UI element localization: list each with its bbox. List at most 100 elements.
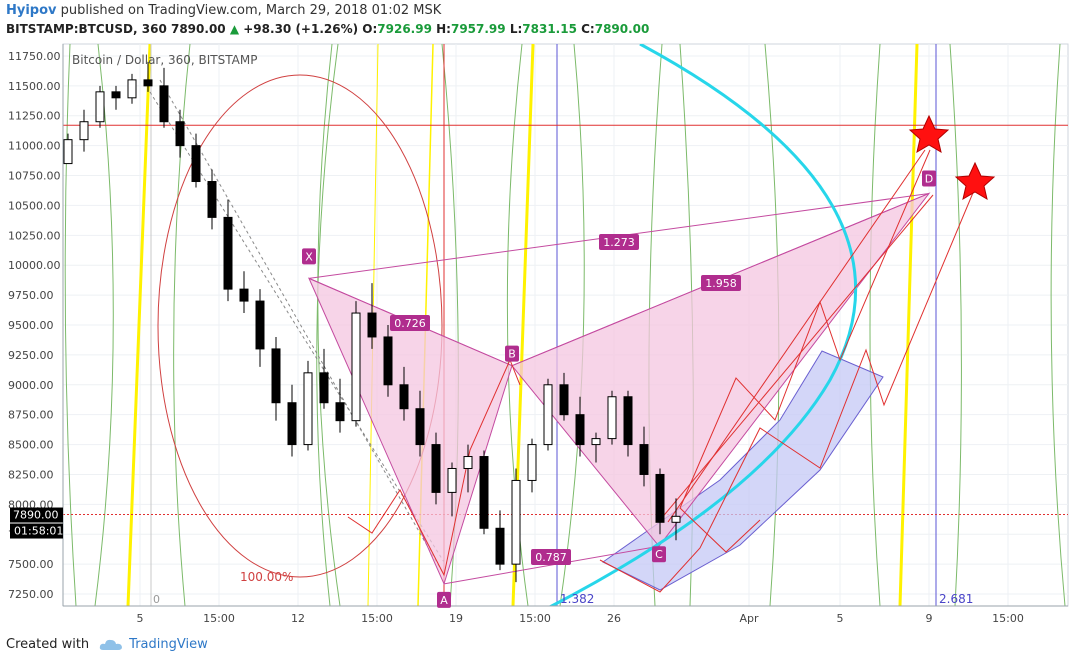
publish-info: Hyipov published on TradingView.com, Mar…: [6, 3, 441, 18]
candle-body: [399, 384, 409, 410]
candle-body: [671, 515, 681, 523]
pattern-label-text: 0.726: [394, 317, 426, 330]
candle-body: [415, 408, 425, 446]
candle-body: [159, 85, 169, 123]
fib-time-label: 2.681: [939, 592, 973, 606]
countdown-badge-text: 01:58:01: [14, 525, 63, 538]
y-tick-label: 10250.00: [8, 229, 61, 242]
y-tick-label: 9000.00: [8, 379, 54, 392]
cyan-arc: [548, 44, 858, 606]
last-price-badge-text: 7890.00: [13, 509, 59, 522]
candle-body: [383, 336, 393, 386]
candle-body: [335, 402, 345, 422]
author-name[interactable]: Hyipov: [6, 3, 57, 18]
candle-body: [543, 384, 553, 446]
pattern-labels: X A B C D 0.726 1.273 1.958 0.787: [302, 170, 936, 608]
y-tick-label: 9500.00: [8, 319, 54, 332]
candle-body: [431, 444, 441, 493]
x-tick-label: 15:00: [992, 612, 1024, 625]
dashed-trendline: [159, 79, 445, 576]
y-tick-label: 11000.00: [8, 140, 61, 153]
candle-body: [559, 384, 569, 416]
candle-body: [223, 216, 233, 290]
fib-time-label: 0: [153, 593, 160, 606]
y-tick-label: 8750.00: [8, 409, 54, 422]
x-tick-label: 5: [837, 612, 844, 625]
candle-body: [655, 473, 665, 523]
x-tick-label: 5: [137, 612, 144, 625]
y-tick-label: 11500.00: [8, 80, 61, 93]
chart-legend-title: Bitcoin / Dollar, 360, BITSTAMP: [72, 53, 257, 67]
pattern-label-text: A: [440, 594, 448, 607]
last-price-badge: [10, 507, 63, 523]
candle-body: [527, 444, 537, 481]
candle-body: [447, 467, 457, 493]
ellipse-label: 100.00%: [240, 570, 293, 584]
grid: [63, 44, 1068, 606]
candle-body: [607, 396, 617, 440]
open-label: O:: [362, 22, 378, 36]
x-tick-label: 15:00: [361, 612, 393, 625]
last-price: 7890.00: [170, 22, 226, 36]
yellow-fib-line: [898, 44, 919, 606]
candle-body: [271, 348, 281, 404]
pattern-label-box: [922, 170, 936, 187]
candle-body: [479, 456, 489, 529]
y-tick-label: 11250.00: [8, 110, 61, 123]
x-tick-label: Apr: [739, 612, 759, 625]
x-tick-label: 15:00: [519, 612, 551, 625]
candle-body: [95, 91, 105, 123]
pattern-label-text: D: [925, 172, 933, 185]
yellow-fib-line: [126, 44, 152, 606]
candle-body: [79, 121, 89, 141]
target-star-icon: [954, 161, 996, 201]
time-axis[interactable]: 5 15:00 12 15:00 19 15:00 26 Apr 5 9 15:00: [63, 605, 1068, 625]
candle-body: [111, 91, 121, 99]
countdown-badge: [10, 523, 63, 539]
candle-body: [511, 479, 521, 565]
candle-body: [255, 300, 265, 350]
candle-body: [191, 145, 201, 183]
close-label: C:: [581, 22, 595, 36]
candle-body: [127, 79, 137, 99]
x-tick-label: 26: [607, 612, 621, 625]
pattern-label-text: X: [305, 250, 313, 263]
y-tick-label: 11750.00: [8, 50, 61, 63]
y-tick-label: 7500.00: [8, 558, 54, 571]
pattern-label-box: [652, 546, 666, 563]
candle-body: [287, 402, 297, 446]
pattern-line-ac: [443, 545, 660, 585]
x-tick-label: 19: [449, 612, 463, 625]
y-tick-label: 10750.00: [8, 170, 61, 183]
candle-body: [639, 444, 649, 475]
low-value: 7831.15: [522, 22, 577, 36]
pattern-label-box: [701, 275, 741, 291]
tradingview-cloud-icon: [99, 639, 123, 650]
y-tick-label: 8500.00: [8, 439, 54, 452]
candle-body: [495, 527, 505, 565]
x-tick-label: 9: [926, 612, 933, 625]
pattern-label-box: [390, 315, 430, 331]
candle-body: [367, 312, 377, 338]
high-value: 7957.99: [450, 22, 506, 36]
candle-body: [63, 139, 73, 165]
drawings[interactable]: [63, 44, 1068, 612]
candle-body: [319, 372, 329, 404]
ohlc-header: BITSTAMP:BTCUSD, 360 7890.00 ▲ +98.30 (+…: [6, 22, 649, 36]
published-text: published on TradingView.com, March 29, …: [60, 3, 442, 18]
projection-channel: [602, 350, 884, 591]
y-tick-label: 9750.00: [8, 289, 54, 302]
candle-body: [143, 79, 153, 87]
pattern-label-box: [302, 248, 316, 265]
pattern-label-box: [531, 549, 571, 565]
open-value: 7926.99: [377, 22, 432, 36]
y-tick-label: 10000.00: [8, 259, 61, 272]
high-label: H:: [436, 22, 451, 36]
up-arrow-icon: ▲: [229, 22, 240, 36]
tradingview-link[interactable]: TradingView: [129, 637, 208, 652]
footer: Created with TradingView: [6, 637, 208, 652]
created-with-label: Created with: [6, 637, 90, 652]
price-change: +98.30 (+1.26%): [243, 22, 359, 36]
pattern-label-box: [505, 345, 519, 362]
